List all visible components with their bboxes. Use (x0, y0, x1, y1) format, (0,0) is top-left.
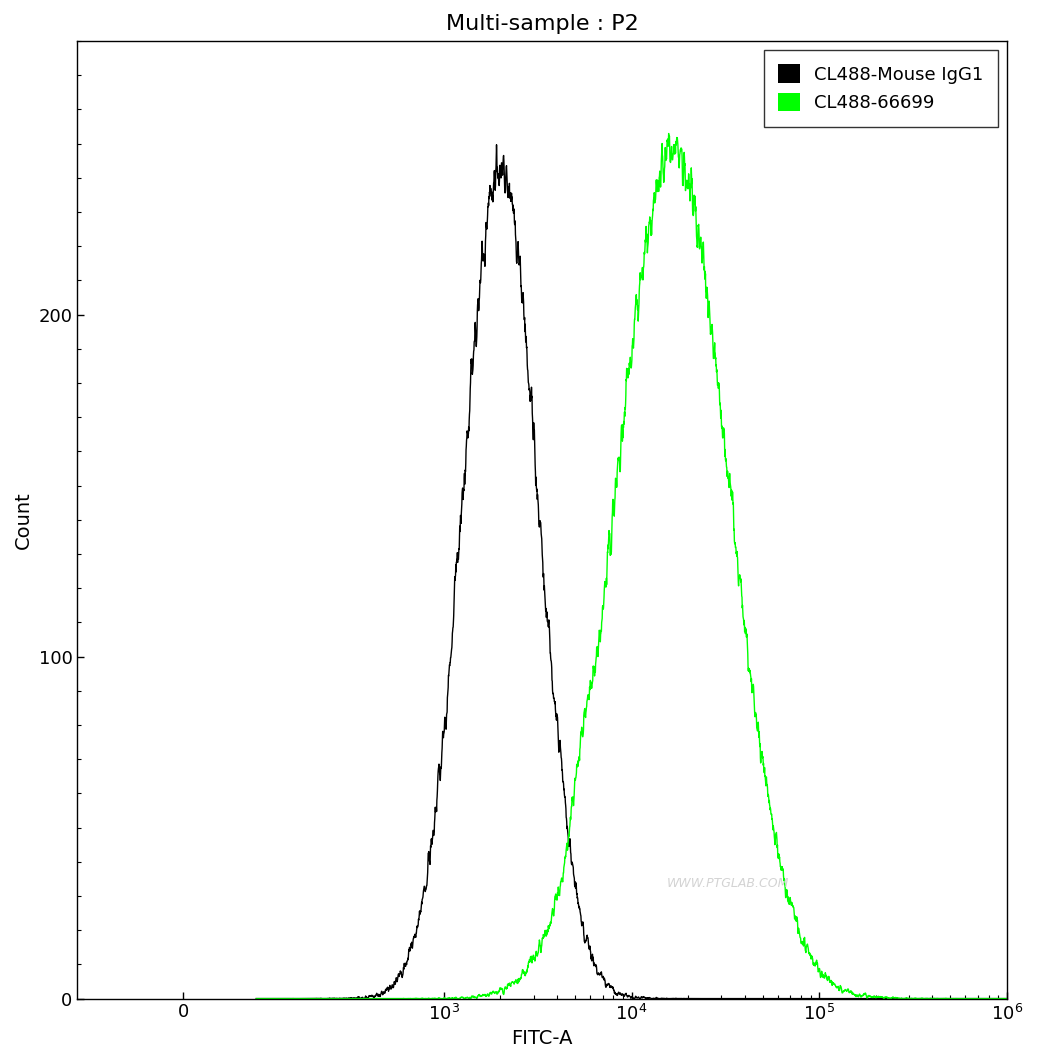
Line: CL488-Mouse IgG1: CL488-Mouse IgG1 (256, 144, 1037, 998)
X-axis label: FITC-A: FITC-A (511, 1029, 572, 1048)
Text: WWW.PTGLAB.COM: WWW.PTGLAB.COM (667, 877, 789, 890)
CL488-Mouse IgG1 (1024, 992, 1036, 1005)
CL488-Mouse IgG1 (491, 138, 503, 151)
CL488-Mouse IgG1 (250, 992, 262, 1005)
CL488-66699 (587, 674, 599, 687)
CL488-66699 (938, 992, 951, 1005)
CL488-Mouse IgG1 (252, 992, 264, 1005)
CL488-Mouse IgG1 (587, 950, 599, 963)
Title: Multi-sample : P2: Multi-sample : P2 (446, 14, 639, 34)
CL488-Mouse IgG1 (938, 992, 951, 1005)
Line: CL488-66699: CL488-66699 (256, 134, 1037, 998)
CL488-66699 (340, 992, 353, 1005)
Y-axis label: Count: Count (13, 491, 33, 549)
CL488-Mouse IgG1 (387, 980, 399, 993)
CL488-66699 (250, 992, 262, 1005)
CL488-66699 (663, 127, 675, 140)
Legend: CL488-Mouse IgG1, CL488-66699: CL488-Mouse IgG1, CL488-66699 (763, 50, 998, 126)
CL488-66699 (387, 992, 399, 1005)
CL488-Mouse IgG1 (553, 739, 565, 752)
CL488-66699 (553, 886, 565, 898)
CL488-Mouse IgG1 (340, 992, 353, 1005)
CL488-66699 (1024, 992, 1036, 1005)
